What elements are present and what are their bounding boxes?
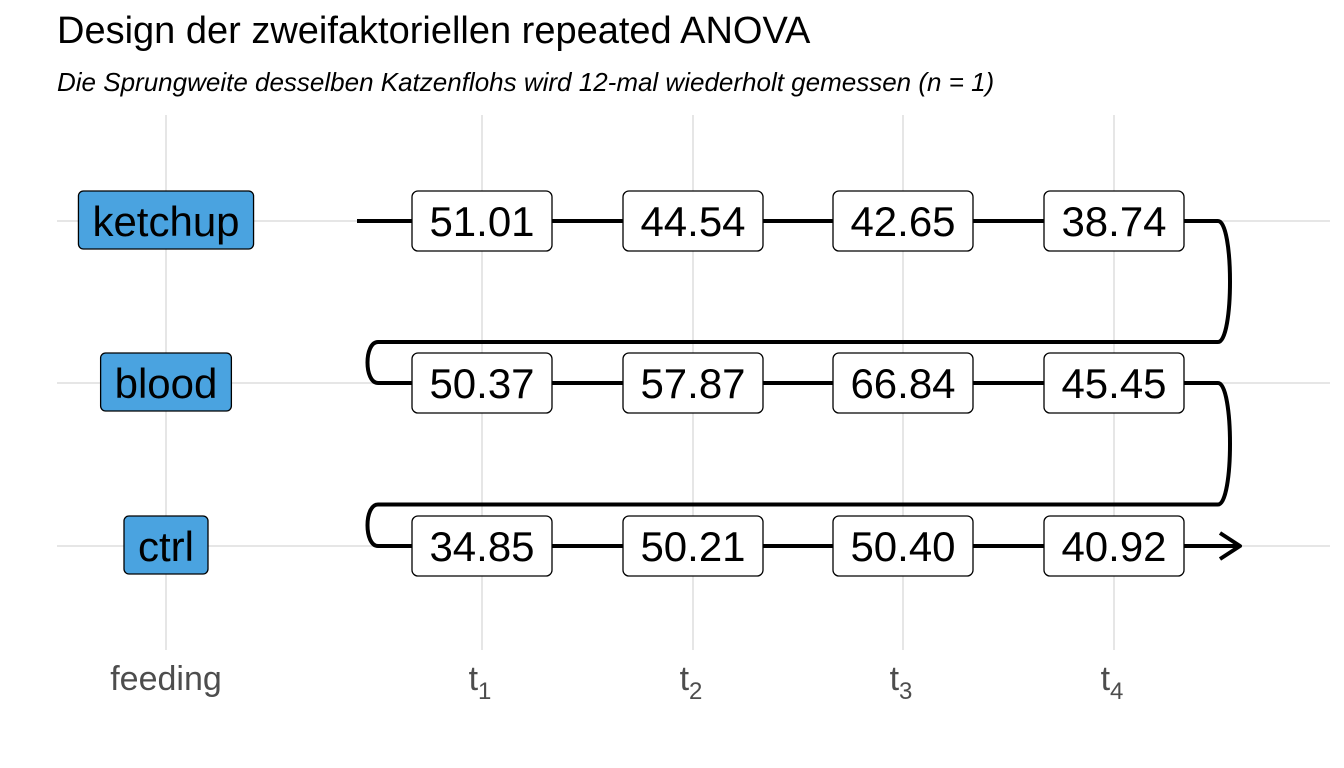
cell-box [1043, 190, 1185, 252]
measurement-cell: 38.74 [1043, 190, 1185, 252]
measurement-cell: 40.92 [1043, 515, 1185, 577]
x-axis-label-t3: t3 [890, 660, 913, 705]
cell-value: 57.87 [640, 360, 745, 407]
cell-value: 50.21 [640, 523, 745, 570]
group-label-box [123, 515, 209, 575]
x-axis-label-t1: t1 [469, 660, 492, 705]
group-label-box [77, 190, 255, 250]
cell-box [622, 515, 764, 577]
group-label-blood: blood [99, 352, 233, 412]
cell-box [1043, 352, 1185, 414]
cell-value: 50.40 [850, 523, 955, 570]
group-labels: ketchup blood ctrl [77, 190, 255, 575]
cell-value: 66.84 [850, 360, 955, 407]
cell-value: 45.45 [1061, 360, 1166, 407]
cell-box [622, 190, 764, 252]
serpentine-path [357, 219, 1240, 548]
group-label-text: ketchup [92, 198, 239, 245]
cell-box [832, 352, 974, 414]
cell-box [832, 190, 974, 252]
x-axis-labels: feeding t1 t2 t3 t4 [110, 660, 1123, 705]
x-axis-label-feeding: feeding [110, 660, 222, 698]
chart-subtitle: Die Sprungweite desselben Katzenflohs wi… [57, 67, 995, 97]
x-axis-label-t2: t2 [680, 660, 703, 705]
cell-value: 38.74 [1061, 198, 1166, 245]
cell-value: 34.85 [429, 523, 534, 570]
group-label-box [99, 352, 233, 412]
cell-box [411, 190, 553, 252]
cell-box [411, 352, 553, 414]
group-label-ctrl: ctrl [123, 515, 209, 575]
measurement-cell: 44.54 [622, 190, 764, 252]
group-label-text: ctrl [138, 523, 194, 570]
measurement-cell: 45.45 [1043, 352, 1185, 414]
cell-value: 50.37 [429, 360, 534, 407]
cell-value: 44.54 [640, 198, 745, 245]
measurement-cell: 51.01 [411, 190, 553, 252]
measurement-path [357, 219, 1242, 561]
cell-box [411, 515, 553, 577]
group-label-ketchup: ketchup [77, 190, 255, 250]
measurement-cell: 50.37 [411, 352, 553, 414]
arrow-head-icon [1218, 531, 1242, 561]
measurement-cell: 50.21 [622, 515, 764, 577]
measurement-cells: 51.01 44.54 42.65 38.74 50.37 57.87 66.84 45.45… [411, 190, 1185, 577]
x-axis-label-t4: t4 [1101, 660, 1124, 705]
chart-title: Design der zweifaktoriellen repeated ANO… [57, 10, 811, 52]
measurement-cell: 42.65 [832, 190, 974, 252]
cell-box [1043, 515, 1185, 577]
group-label-text: blood [115, 360, 218, 407]
measurement-cell: 34.85 [411, 515, 553, 577]
cell-value: 40.92 [1061, 523, 1166, 570]
cell-box [832, 515, 974, 577]
measurement-cell: 57.87 [622, 352, 764, 414]
measurement-cell: 50.40 [832, 515, 974, 577]
measurement-cell: 66.84 [832, 352, 974, 414]
cell-value: 42.65 [850, 198, 955, 245]
cell-box [622, 352, 764, 414]
cell-value: 51.01 [429, 198, 534, 245]
